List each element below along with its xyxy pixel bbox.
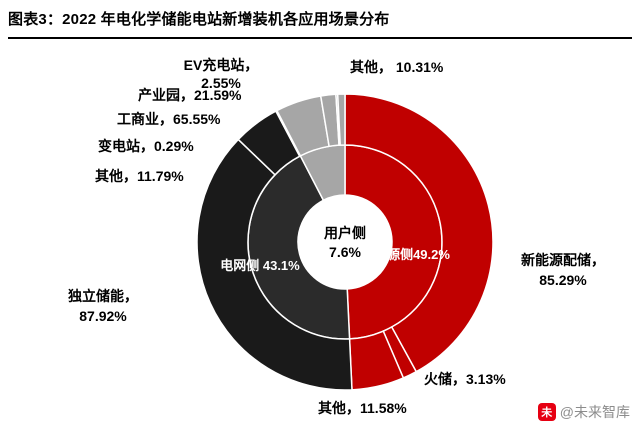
- watermark-logo-icon: 未: [537, 403, 556, 421]
- label-ev-charging-station: EV充电站， 2.55%: [183, 57, 259, 91]
- segment-outer-其他: [336, 93, 346, 146]
- segment-outer-新能源配储: [344, 93, 494, 373]
- label-thermal-storage: 火储，3.13%: [424, 371, 506, 387]
- label-grid-other: 其他，11.79%: [95, 168, 184, 184]
- figure-title: 图表3：2022 年电化学储能电站新增装机各应用场景分布: [8, 11, 390, 28]
- watermark: 未 @未来智库: [537, 402, 630, 422]
- label-user-other: 其他， 10.31%: [350, 59, 444, 75]
- figure-header: 图表3：2022 年电化学储能电站新增装机各应用场景分布: [8, 8, 632, 39]
- label-new-energy-storage: 新能源配储， 85.29%: [521, 252, 605, 288]
- label-source-other: 其他，11.58%: [318, 400, 407, 416]
- center-label-name: 用户侧: [324, 225, 366, 241]
- label-industry-park: 产业园，21.59%: [138, 87, 242, 103]
- label-commerce-industry: 工商业，65.55%: [117, 111, 221, 127]
- donut-center-hole: [298, 195, 392, 289]
- inner-ring-label-grid-side: 电网侧 43.1%: [220, 258, 300, 273]
- center-label-value: 7.6%: [329, 244, 361, 260]
- inner-ring-label-source-side: 电源侧49.2%: [374, 247, 450, 262]
- label-substation: 变电站，0.29%: [98, 138, 194, 154]
- segment-outer-独立储能: [196, 138, 353, 391]
- ring-segments: [196, 93, 494, 391]
- watermark-text: @未来智库: [559, 404, 630, 420]
- label-independent-storage: 独立储能， 87.92%: [68, 288, 138, 324]
